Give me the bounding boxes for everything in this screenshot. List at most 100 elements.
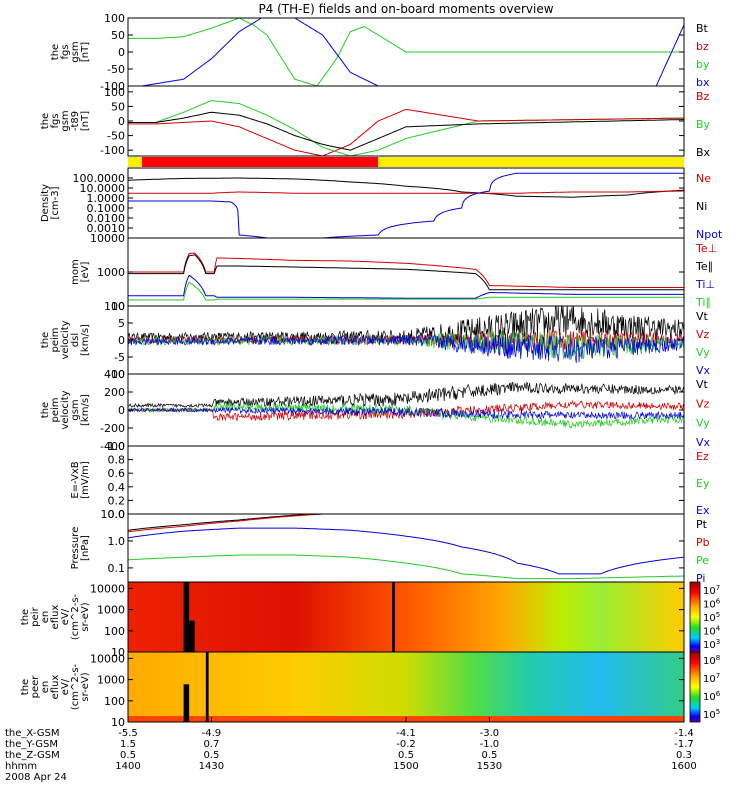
- x-axis-row-label: the_Z-GSM: [5, 750, 60, 761]
- y-axis-label: [nT]: [80, 42, 91, 62]
- y-tick-label: -5: [114, 351, 125, 364]
- y-axis-label: eV/: [60, 678, 71, 695]
- colorbar-label: 106: [703, 598, 721, 611]
- legend-entry: Pt: [696, 518, 708, 531]
- y-axis-label: Density: [40, 184, 51, 222]
- y-axis-label: -t89: [70, 111, 81, 131]
- y-tick-label: 1.0: [108, 440, 126, 453]
- series-line: [128, 190, 684, 194]
- x-axis-value: -1.0: [480, 739, 500, 750]
- x-axis-value: 0.5: [481, 750, 497, 761]
- y-axis-label: mom: [70, 259, 81, 285]
- y-tick-label: 50: [111, 29, 125, 42]
- y-tick-label: -50: [107, 130, 125, 143]
- y-axis-label: en: [40, 681, 51, 694]
- x-axis-value: 0.5: [398, 750, 414, 761]
- legend-entry: Ez: [696, 450, 709, 463]
- series-line: [128, 333, 684, 364]
- y-tick-label: 1000: [97, 266, 125, 279]
- y-tick-label: 0.6: [108, 467, 126, 480]
- y-axis-label: the: [40, 332, 51, 348]
- y-tick-label: -10: [107, 368, 125, 381]
- legend-entry: Vx: [696, 436, 711, 449]
- y-tick-label: 0.8: [108, 454, 126, 467]
- y-axis-label: Pressure: [70, 527, 81, 570]
- panel-velocity_gsm: 400 200 0 -200 -400 the peim velocity gsm [km/s] V…: [40, 368, 711, 453]
- y-axis-label: the: [40, 402, 51, 418]
- y-axis-label: gsm: [60, 110, 71, 131]
- panel-temperature: 10000 1000 100 mom [eV] Te⊥ Te∥ Ti⊥ Ti∥: [70, 232, 717, 313]
- y-tick-label: 10000: [90, 652, 125, 665]
- series-line: [128, 108, 684, 156]
- y-axis-label: peim: [50, 397, 61, 422]
- y-axis-label: (cm^2-s-: [70, 593, 81, 640]
- x-axis-table: the_X-GSM -5.5 -4.9 -4.1 -3.0 -1.4 the_Y-GSM 1.…: [5, 728, 697, 783]
- y-axis-label: gsm: [70, 399, 81, 420]
- y-tick-label: 0: [118, 334, 125, 347]
- y-axis-label: fgs: [60, 44, 71, 59]
- x-axis-value: -1.7: [674, 739, 694, 750]
- legend-entry: Vz: [696, 328, 710, 341]
- x-axis-value: -0.2: [396, 739, 416, 750]
- series-line: [128, 172, 684, 238]
- colorbar-label: 104: [703, 625, 721, 638]
- legend-entry: Bx: [696, 146, 711, 159]
- colorbar-label: 105: [703, 611, 720, 624]
- colorbar-label: 103: [703, 638, 720, 651]
- y-axis-label: [km/s]: [80, 324, 91, 356]
- y-axis-label: [eV]: [80, 262, 91, 283]
- x-axis-value: 1430: [199, 761, 224, 772]
- y-axis-label: peir: [30, 606, 41, 626]
- page-title: P4 (TH-E) fields and on-board moments ov…: [258, 2, 553, 16]
- x-axis-value: 1400: [115, 761, 140, 772]
- series-line: [128, 18, 684, 86]
- panel-pressure: 10.0 1.0 0.1 Pressure [nPa] Pt Pb Pe Pi: [70, 508, 710, 585]
- y-tick-label: 10000: [90, 582, 125, 595]
- x-axis-row-label: the_Y-GSM: [5, 739, 58, 750]
- y-tick-label: 0.2: [108, 494, 126, 507]
- y-axis-label: sr-eV): [80, 602, 91, 631]
- spectrogram: [128, 652, 684, 722]
- series-line: [128, 401, 684, 429]
- series-line: [128, 274, 684, 299]
- x-axis-row-label: the_X-GSM: [5, 728, 59, 739]
- data-gap: [205, 652, 209, 722]
- series-line: [128, 330, 684, 360]
- x-axis-value: 1600: [671, 761, 696, 772]
- x-axis-value: -4.1: [396, 728, 416, 739]
- y-tick-label: 100: [104, 695, 125, 708]
- legend-entry: Npot: [696, 228, 723, 241]
- x-axis-value: -4.9: [202, 728, 222, 739]
- series-line: [128, 399, 684, 422]
- colorbar-label: 107: [703, 584, 720, 597]
- colorbar-label: 106: [703, 690, 721, 703]
- y-tick-label: 0.1000: [87, 202, 126, 215]
- y-axis-label: [nT]: [80, 111, 91, 131]
- y-tick-label: 1000: [97, 604, 125, 617]
- y-axis-label: (cm^2-s-: [70, 663, 81, 710]
- y-tick-label: 1.0000: [87, 192, 126, 205]
- y-axis-label: velocity: [60, 320, 71, 359]
- y-tick-label: 0: [118, 404, 125, 417]
- series-line: [128, 254, 684, 291]
- legend-entry: Vt: [696, 310, 709, 323]
- x-axis-value: -3.0: [480, 728, 500, 739]
- panel-frame: [127, 445, 685, 515]
- y-tick-label: 50: [111, 100, 125, 113]
- y-tick-label: 10.0: [101, 508, 126, 521]
- y-axis-label: the: [20, 679, 31, 695]
- y-tick-label: 10.0000: [80, 182, 126, 195]
- series-line: [128, 18, 684, 86]
- legend-entry: Ti⊥: [695, 278, 715, 291]
- series-group: [128, 172, 684, 238]
- y-axis-label: velocity: [60, 390, 71, 429]
- data-gap: [183, 582, 190, 652]
- legend-entry: Te⊥: [695, 242, 717, 255]
- y-tick-label: 100: [104, 12, 125, 25]
- region-segment: [141, 157, 379, 167]
- y-tick-label: 0.1: [108, 562, 126, 575]
- y-tick-label: 0: [118, 115, 125, 128]
- series-line: [128, 281, 684, 301]
